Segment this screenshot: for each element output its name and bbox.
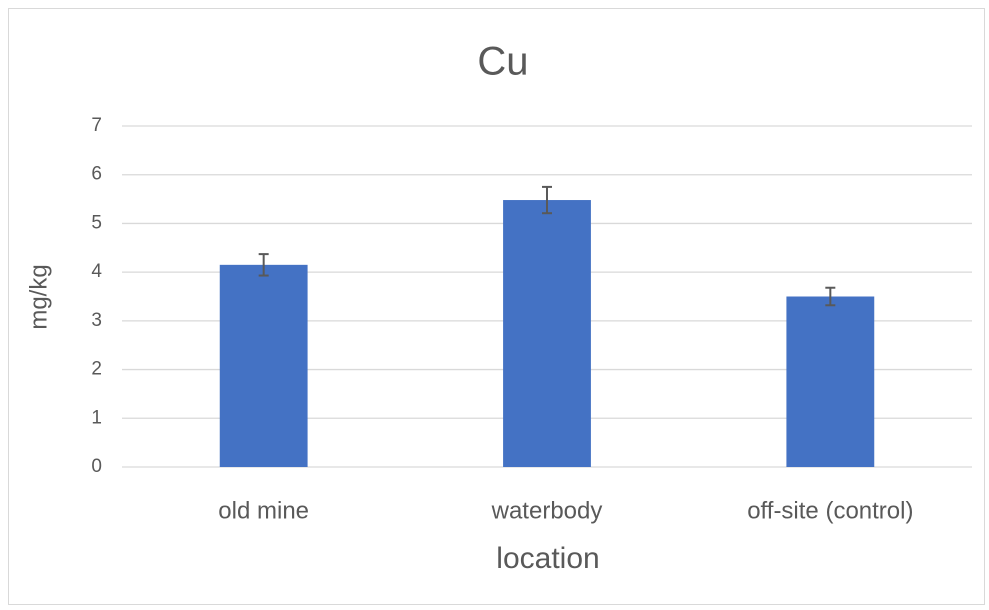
chart-title: Cu [477,40,528,84]
x-tick-label: old mine [218,497,309,524]
x-tick-label: waterbody [491,497,603,524]
y-tick-label: 1 [91,407,102,428]
bar [219,264,308,467]
x-axis-label: location [496,542,599,575]
y-tick-label: 3 [91,310,102,331]
error-bar [825,286,836,307]
x-tick-label: off-site (control) [747,497,913,524]
y-tick-label: 4 [91,261,102,282]
y-tick-label: 7 [91,115,102,136]
y-axis-label: mg/kg [25,264,52,329]
y-tick-label: 6 [91,164,102,185]
error-bar [258,253,269,277]
y-tick-label: 0 [91,456,102,477]
bar [786,296,875,467]
y-tick-label: 2 [91,359,102,380]
y-tick-label: 5 [91,212,102,233]
error-bar [542,185,552,215]
bar [503,200,591,467]
